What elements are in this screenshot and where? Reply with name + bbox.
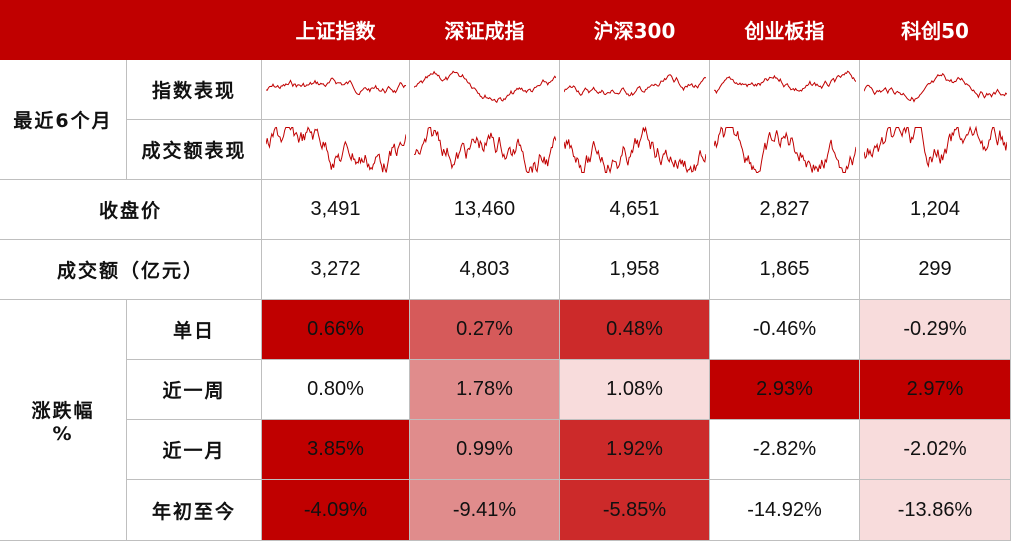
- sparkline-path: [414, 127, 556, 173]
- change-cell: -2.82%: [710, 420, 860, 480]
- row-label: 近一月: [127, 420, 262, 480]
- row-label: 指数表现: [127, 60, 262, 120]
- row-label: 成交额表现: [127, 120, 262, 180]
- sparkline-path: [414, 70, 556, 104]
- sparkline-cell: [262, 60, 410, 120]
- value-cell: 3,491: [262, 180, 410, 240]
- sparkline-path: [864, 72, 1007, 103]
- row-label: 年初至今: [127, 480, 262, 541]
- change-cell: 0.80%: [262, 360, 410, 420]
- change-cell: 0.99%: [410, 420, 560, 480]
- column-header: 深证成指: [410, 0, 560, 60]
- column-header: 上证指数: [262, 0, 410, 60]
- change-cell: 1.08%: [560, 360, 710, 420]
- row-group-label: 最近6个月: [0, 60, 127, 180]
- sparkline-path: [564, 125, 706, 175]
- sparkline-cell: [710, 120, 860, 180]
- sparkline: [266, 126, 406, 173]
- sparkline: [864, 72, 1007, 103]
- change-cell: -9.41%: [410, 480, 560, 541]
- value-cell: 2,827: [710, 180, 860, 240]
- change-cell: 0.66%: [262, 300, 410, 360]
- sparkline: [564, 125, 706, 175]
- sparkline-cell: [710, 60, 860, 120]
- change-cell: 0.48%: [560, 300, 710, 360]
- value-cell: 4,651: [560, 180, 710, 240]
- change-cell: -2.02%: [860, 420, 1011, 480]
- sparkline: [414, 70, 556, 104]
- sparkline: [864, 125, 1007, 169]
- group-label-line: %: [52, 422, 74, 445]
- sparkline: [714, 70, 856, 95]
- value-cell: 1,958: [560, 240, 710, 300]
- value-cell: 1,865: [710, 240, 860, 300]
- group-label-line: 涨跌幅: [31, 399, 95, 422]
- row-label: 单日: [127, 300, 262, 360]
- sparkline: [714, 126, 856, 173]
- header-blank: [0, 0, 262, 60]
- sparkline: [564, 74, 706, 97]
- sparkline-path: [266, 126, 406, 173]
- value-cell: 1,204: [860, 180, 1011, 240]
- value-cell: 299: [860, 240, 1011, 300]
- sparkline-path: [266, 77, 406, 96]
- sparkline: [414, 127, 556, 173]
- sparkline-path: [714, 70, 856, 95]
- sparkline-path: [564, 74, 706, 97]
- sparkline-cell: [410, 120, 560, 180]
- change-cell: -14.92%: [710, 480, 860, 541]
- sparkline-cell: [560, 60, 710, 120]
- value-cell: 3,272: [262, 240, 410, 300]
- change-cell: 0.27%: [410, 300, 560, 360]
- row-group-label: 涨跌幅%: [0, 300, 127, 541]
- row-label: 收盘价: [0, 180, 262, 240]
- sparkline-path: [864, 125, 1007, 169]
- value-cell: 4,803: [410, 240, 560, 300]
- column-header: 科创50: [860, 0, 1011, 60]
- change-cell: -0.46%: [710, 300, 860, 360]
- change-cell: 2.97%: [860, 360, 1011, 420]
- value-cell: 13,460: [410, 180, 560, 240]
- sparkline: [266, 77, 406, 96]
- sparkline-cell: [262, 120, 410, 180]
- change-cell: 3.85%: [262, 420, 410, 480]
- change-cell: -5.85%: [560, 480, 710, 541]
- row-label: 成交额（亿元）: [0, 240, 262, 300]
- column-header: 沪深300: [560, 0, 710, 60]
- change-cell: 1.92%: [560, 420, 710, 480]
- sparkline-path: [714, 126, 856, 173]
- change-cell: 1.78%: [410, 360, 560, 420]
- change-cell: -0.29%: [860, 300, 1011, 360]
- sparkline-cell: [560, 120, 710, 180]
- change-cell: -13.86%: [860, 480, 1011, 541]
- change-cell: 2.93%: [710, 360, 860, 420]
- change-cell: -4.09%: [262, 480, 410, 541]
- row-label: 近一周: [127, 360, 262, 420]
- sparkline-cell: [410, 60, 560, 120]
- column-header: 创业板指: [710, 0, 860, 60]
